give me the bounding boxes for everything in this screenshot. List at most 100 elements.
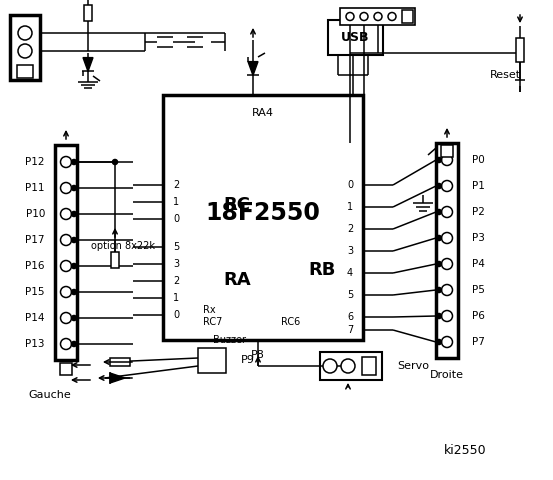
Circle shape [436,313,441,319]
Bar [328,20,383,55]
Circle shape [18,26,32,40]
Text: Droite: Droite [430,370,464,380]
Text: 18F2550: 18F2550 [206,201,320,225]
Text: ki2550: ki2550 [444,444,486,456]
Circle shape [341,359,355,373]
Text: 4: 4 [347,268,353,278]
Polygon shape [248,61,258,75]
Polygon shape [110,373,125,383]
Bar [163,95,363,340]
Circle shape [346,12,354,21]
Circle shape [436,236,441,240]
Circle shape [60,338,71,349]
Circle shape [441,259,452,269]
Text: RB: RB [308,261,335,279]
Circle shape [360,12,368,21]
Text: option 8x22k: option 8x22k [91,241,155,251]
Text: 0: 0 [347,180,353,190]
Text: Gauche: Gauche [29,390,71,400]
Circle shape [388,12,396,21]
Bar [10,15,40,80]
Text: P9: P9 [241,355,255,365]
Text: P11: P11 [25,183,45,193]
Bar [111,252,119,268]
Circle shape [71,159,76,165]
Text: 2: 2 [173,276,179,286]
Circle shape [71,289,76,295]
Circle shape [441,311,452,322]
Text: 7: 7 [347,325,353,335]
Circle shape [436,288,441,292]
Text: 1: 1 [347,202,353,212]
Bar [402,10,413,23]
Circle shape [441,336,452,348]
Circle shape [71,315,76,321]
Text: P2: P2 [472,207,485,217]
Text: P16: P16 [25,261,45,271]
Text: 3: 3 [173,259,179,269]
Text: P12: P12 [25,157,45,167]
Circle shape [374,12,382,21]
Text: 0: 0 [173,310,179,320]
Circle shape [18,44,32,58]
Bar [198,348,226,373]
Bar [436,143,458,358]
Text: P6: P6 [472,311,485,321]
Text: Servo: Servo [397,361,429,371]
Circle shape [441,155,452,166]
Bar [55,145,77,360]
Circle shape [436,209,441,215]
Text: USB: USB [341,31,370,44]
Circle shape [71,341,76,347]
Circle shape [60,261,71,272]
Bar [340,8,415,25]
Circle shape [436,183,441,189]
Circle shape [436,262,441,266]
Circle shape [441,232,452,243]
Bar [60,363,72,375]
Text: RC7: RC7 [203,317,222,327]
Circle shape [60,312,71,324]
Text: P0: P0 [472,155,485,165]
Text: 1: 1 [173,197,179,207]
Bar [320,352,382,380]
Circle shape [441,206,452,217]
Text: P14: P14 [25,313,45,323]
Text: 2: 2 [347,224,353,234]
Circle shape [60,182,71,193]
Text: 0: 0 [173,214,179,224]
Text: P15: P15 [25,287,45,297]
Circle shape [71,238,76,242]
Circle shape [60,287,71,298]
Circle shape [71,185,76,191]
Text: 3: 3 [347,246,353,256]
Bar [110,358,130,366]
Text: RC6: RC6 [281,317,300,327]
Bar [17,65,33,78]
Circle shape [441,285,452,296]
Text: P4: P4 [472,259,485,269]
Text: 2: 2 [173,180,179,190]
Text: Rx: Rx [203,305,216,315]
Text: RC: RC [223,196,250,214]
Text: P7: P7 [472,337,485,347]
Text: P3: P3 [472,233,485,243]
Circle shape [436,157,441,163]
Polygon shape [83,58,93,72]
Bar [84,5,92,21]
Text: P1: P1 [472,181,485,191]
Text: 5: 5 [347,290,353,300]
Circle shape [112,159,117,165]
Bar [516,38,524,62]
Bar [362,357,376,375]
Text: RA4: RA4 [252,108,274,118]
Text: Buzzer: Buzzer [213,335,246,345]
Circle shape [441,180,452,192]
Text: Reset: Reset [490,70,521,80]
Circle shape [436,339,441,345]
Text: P13: P13 [25,339,45,349]
Text: 6: 6 [347,312,353,322]
Text: 1: 1 [173,293,179,303]
Text: RA: RA [223,271,251,289]
Circle shape [60,235,71,245]
